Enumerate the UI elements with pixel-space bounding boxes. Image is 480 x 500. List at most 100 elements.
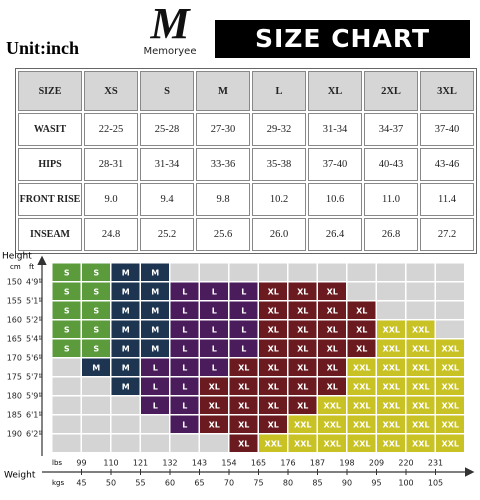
- height-cm: 155: [7, 297, 22, 306]
- weight-kgs: 50: [106, 479, 116, 488]
- size-label: XL: [209, 421, 220, 430]
- table-row: FRONT RISE 9.0 9.4 9.8 10.2 10.6 11.0 11.4: [18, 183, 474, 216]
- weight-kgs: 85: [312, 479, 322, 488]
- table-cell: 11.4: [420, 183, 474, 216]
- grid-cell: [318, 358, 346, 376]
- header-cell: 3XL: [420, 71, 474, 111]
- size-label: M: [122, 288, 130, 297]
- grid-cell: [259, 301, 287, 319]
- size-label: XL: [297, 364, 308, 373]
- table-row: WASIT 22-25 25-28 27-30 29-32 31-34 34-37 37-40: [18, 113, 474, 146]
- grid-cell: [288, 358, 317, 376]
- size-label: XL: [327, 307, 338, 316]
- grid-cell: [347, 396, 376, 414]
- weight-kgs: 70: [224, 479, 234, 488]
- table-cell: 24.8: [84, 218, 138, 251]
- grid-cell: [377, 358, 405, 376]
- height-cm: 165: [7, 335, 22, 344]
- grid-cell: [229, 434, 258, 452]
- grid-cell: [200, 339, 228, 357]
- lbs-label: lbs: [52, 459, 62, 467]
- grid-cell: [141, 396, 169, 414]
- row-label: FRONT RISE: [18, 183, 82, 216]
- grid-cell: [377, 282, 405, 300]
- grid-cell: [318, 320, 346, 338]
- grid-cell: [52, 396, 81, 414]
- ft-label: ft: [29, 263, 34, 271]
- size-label: XL: [356, 307, 367, 316]
- kgs-label: kgs: [52, 479, 64, 487]
- height-cm: 190: [7, 430, 22, 439]
- size-label: L: [212, 307, 217, 316]
- grid-cell: [377, 377, 405, 395]
- grid-cell: [406, 396, 435, 414]
- grid-cell: [82, 320, 110, 338]
- height-ft: 4'9": [26, 278, 42, 287]
- grid-cell: [111, 415, 140, 433]
- grid-cell: [82, 339, 110, 357]
- grid-cell: [347, 263, 376, 281]
- grid-cell: [406, 434, 435, 452]
- brand: Memoryee: [143, 46, 197, 57]
- grid-cell: [200, 415, 228, 433]
- grid-cell: [406, 282, 435, 300]
- grid-cell: [170, 377, 199, 395]
- cm-label: cm: [10, 263, 21, 271]
- height-ft: 6'2": [26, 430, 42, 439]
- size-label: L: [182, 345, 187, 354]
- size-label: XL: [297, 288, 308, 297]
- size-label: XXL: [383, 440, 400, 449]
- table-cell: 25-28: [140, 113, 194, 146]
- table-cell: 25.2: [140, 218, 194, 251]
- grid-cell: [52, 320, 81, 338]
- grid-cell: [52, 263, 81, 281]
- table-cell: 9.4: [140, 183, 194, 216]
- size-label: XL: [209, 402, 220, 411]
- grid-cell: [288, 301, 317, 319]
- grid-cell: [259, 358, 287, 376]
- grid-cell: [229, 396, 258, 414]
- size-label: XXL: [353, 440, 370, 449]
- grid-cell: [141, 339, 169, 357]
- grid-cell: [288, 396, 317, 414]
- weight-lbs: 132: [162, 459, 177, 468]
- size-label: XL: [268, 307, 279, 316]
- height-cm: 180: [7, 392, 22, 401]
- weight-kgs: 55: [135, 479, 145, 488]
- grid-cell: [141, 282, 169, 300]
- size-label: L: [182, 326, 187, 335]
- grid-cell: [347, 320, 376, 338]
- grid-cell: [288, 415, 317, 433]
- size-label: XXL: [383, 421, 400, 430]
- grid-cell: [111, 339, 140, 357]
- size-label: M: [122, 326, 130, 335]
- size-label: L: [182, 288, 187, 297]
- table-cell: 29-32: [252, 113, 306, 146]
- size-label: XXL: [412, 421, 429, 430]
- grid-cell: [377, 434, 405, 452]
- weight-lbs: 110: [103, 459, 118, 468]
- size-label: XL: [356, 326, 367, 335]
- table-cell: 26.8: [364, 218, 418, 251]
- grid-cell: [436, 339, 464, 357]
- size-label: L: [153, 402, 158, 411]
- grid-cell: [377, 396, 405, 414]
- grid-cell: [82, 396, 110, 414]
- table-row: INSEAM 24.8 25.2 25.6 26.0 26.4 26.8 27.2: [18, 218, 474, 251]
- grid-cell: [288, 263, 317, 281]
- size-label: XL: [268, 326, 279, 335]
- weight-kgs: 90: [342, 479, 352, 488]
- grid-cell: [111, 263, 140, 281]
- grid-cell: [141, 320, 169, 338]
- size-label: S: [64, 288, 70, 297]
- size-label: S: [93, 288, 99, 297]
- size-label: M: [122, 383, 130, 392]
- grid-cell: [52, 377, 81, 395]
- size-label: XL: [238, 402, 249, 411]
- weight-lbs: 165: [251, 459, 266, 468]
- size-label: L: [241, 288, 246, 297]
- grid-cell: [111, 320, 140, 338]
- table-cell: 9.0: [84, 183, 138, 216]
- grid-cell: [318, 415, 346, 433]
